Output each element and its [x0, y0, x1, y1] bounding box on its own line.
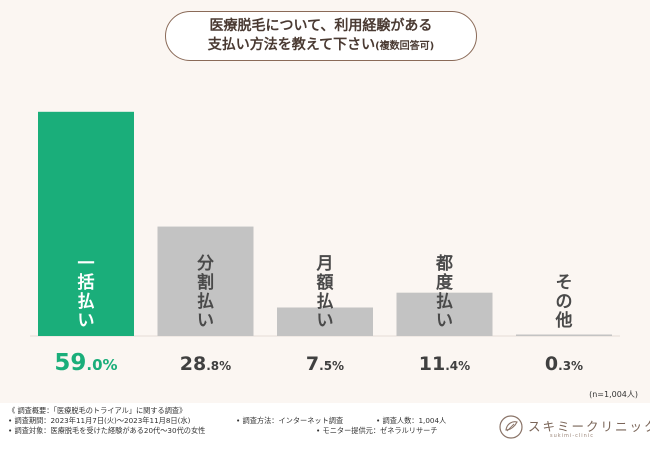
survey-people: • 調査人数：1,004人 — [376, 416, 447, 425]
survey-footer: 《 調査概要：「医療脱毛のトライアル」に関する調査》 • 調査期間：2023年1… — [0, 403, 650, 450]
bar-2 — [277, 307, 373, 336]
title-note: (複数回答可) — [375, 40, 435, 52]
bar-chart: 一括払い 59.0% 分割払い 28.8% 月額払い 7.5% 都度払い 11.4% その他 0.… — [30, 111, 620, 376]
clinic-subname: sukimi-clinic — [550, 433, 594, 439]
survey-period: • 調査期間：2023年11月7日(火)～2023年11月8日(水) — [8, 416, 191, 425]
clinic-logo: スキミークリニック sukimi-clinic — [498, 412, 650, 442]
survey-overview: 《 調査概要：「医療脱毛のトライアル」に関する調査》 — [8, 406, 187, 415]
bar-1 — [157, 226, 254, 336]
title-line-2: 支払い方法を教えて下さい(複数回答可) — [208, 36, 434, 56]
category-label-3: 都度払い — [435, 253, 454, 331]
question-title: 医療脱毛について、利用経験がある 支払い方法を教えて下さい(複数回答可) — [165, 11, 477, 61]
bar-3 — [396, 292, 493, 336]
title-line-2-main: 支払い方法を教えて下さい — [207, 36, 376, 53]
value-label-2: 7.5% — [306, 353, 344, 375]
sukimi-leaf-icon — [499, 415, 523, 439]
title-line-1: 医療脱毛について、利用経験がある — [209, 17, 433, 34]
sample-size-note: (n=1,004人) — [589, 390, 638, 399]
value-label-3: 11.4% — [419, 353, 470, 375]
value-label-4: 0.3% — [545, 353, 583, 375]
survey-monitor: • モニター提供元：ゼネラルリサーチ — [316, 426, 438, 435]
survey-method: • 調査方法：インターネット調査 — [236, 416, 344, 425]
bar-4 — [516, 334, 612, 336]
category-label-2: 月額払い — [316, 254, 334, 331]
clinic-name: スキミークリニック — [528, 419, 650, 434]
category-label-1: 分割払い — [197, 254, 214, 331]
category-label-0: 一括払い — [78, 254, 95, 331]
bar-0 — [38, 111, 134, 336]
value-label-0: 59.0% — [54, 350, 117, 376]
value-label-1: 28.8% — [180, 353, 231, 375]
survey-target: • 調査対象：医療脱毛を受けた経験がある20代～30代の女性 — [8, 426, 206, 435]
category-label-4: その他 — [555, 273, 573, 331]
